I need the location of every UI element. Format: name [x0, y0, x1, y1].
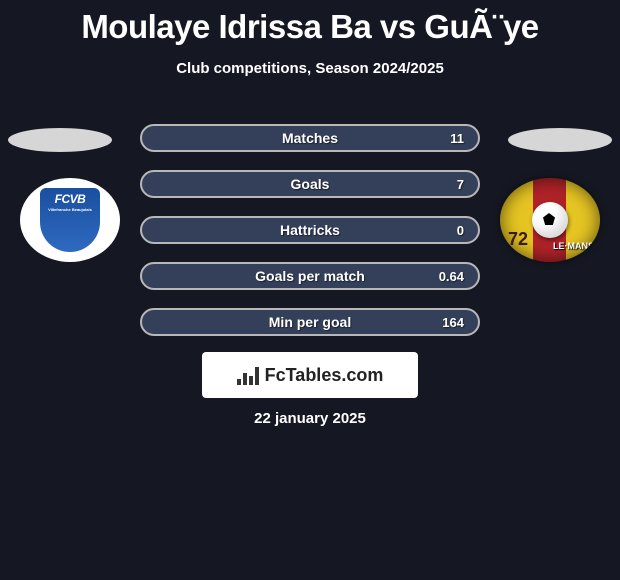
- bar-chart-icon: [237, 365, 259, 385]
- stat-value: 7: [457, 177, 464, 192]
- stat-value: 11: [450, 131, 464, 146]
- stat-label: Min per goal: [269, 314, 351, 330]
- shadow-ellipse-right: [508, 128, 612, 152]
- site-name: FcTables.com: [265, 365, 384, 386]
- stats-container: Matches 11 Goals 7 Hattricks 0 Goals per…: [140, 124, 480, 354]
- fcvb-sub: Villefranche Beaujolais: [48, 208, 92, 212]
- fcvb-logo: FCVB Villefranche Beaujolais: [20, 178, 120, 262]
- stat-row-goals-per-match: Goals per match 0.64: [140, 262, 480, 290]
- site-badge: FcTables.com: [202, 352, 418, 398]
- club-badge-right: 72 LE·MANS: [500, 178, 600, 262]
- club-badge-left: FCVB Villefranche Beaujolais: [20, 178, 120, 262]
- fcvb-code: FCVB: [55, 192, 86, 206]
- stat-value: 164: [442, 315, 464, 330]
- stat-label: Goals per match: [255, 268, 365, 284]
- date-label: 22 january 2025: [0, 410, 620, 427]
- page-title: Moulaye Idrissa Ba vs GuÃ¨ye: [0, 0, 620, 46]
- stat-row-min-per-goal: Min per goal 164: [140, 308, 480, 336]
- season-subtitle: Club competitions, Season 2024/2025: [0, 60, 620, 77]
- stat-row-hattricks: Hattricks 0: [140, 216, 480, 244]
- stat-value: 0: [457, 223, 464, 238]
- stat-value: 0.64: [439, 269, 464, 284]
- stat-label: Goals: [291, 176, 330, 192]
- stat-label: Hattricks: [280, 222, 340, 238]
- soccer-ball-icon: [532, 202, 568, 238]
- stat-row-goals: Goals 7: [140, 170, 480, 198]
- lemans-name: LE·MANS: [553, 242, 594, 250]
- lemans-number: 72: [508, 229, 528, 250]
- shadow-ellipse-left: [8, 128, 112, 152]
- stat-label: Matches: [282, 130, 338, 146]
- stat-row-matches: Matches 11: [140, 124, 480, 152]
- lemans-logo: 72 LE·MANS: [500, 178, 600, 262]
